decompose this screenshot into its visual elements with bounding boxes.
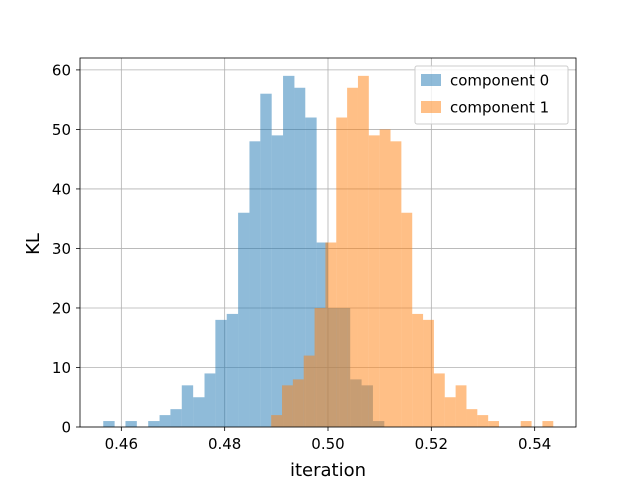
histogram-bar [283,75,295,428]
histogram-bar [238,212,250,427]
histogram-bar [401,212,413,427]
y-tick-label: 60 [52,61,71,79]
histogram-bar [159,415,171,427]
histogram-bar [390,141,402,428]
histogram-bar [347,87,358,428]
histogram-bar [542,421,554,427]
histogram-bar [477,415,489,427]
histogram-bar [226,313,239,427]
histogram-bar [193,397,205,427]
histogram-bar [336,117,348,428]
x-tick-label: 0.52 [415,435,448,453]
histogram-bars [103,75,554,428]
histogram-bar [125,421,137,427]
histogram-bar [260,93,272,427]
legend-label-component-0: component 0 [450,72,549,90]
y-tick-label: 20 [52,299,71,317]
histogram-bar [412,313,424,427]
histogram-bar [215,319,227,427]
histogram-bar [520,421,532,427]
histogram-bar [305,117,317,428]
x-tick-label: 0.46 [105,435,138,453]
histogram-bar [466,409,478,427]
histogram-bar [271,135,284,427]
legend-swatch-component-1 [421,101,441,113]
histogram-bar [488,421,500,427]
histogram-bar [148,421,160,427]
x-axis-label: iteration [290,460,366,480]
y-tick-label: 10 [52,359,71,377]
x-tick-label: 0.54 [518,435,551,453]
histogram-bar [379,129,391,427]
histogram-bar [303,355,315,427]
histogram-bar [294,87,306,428]
histogram-bar [314,307,326,427]
histogram-bar [103,421,115,427]
histogram-bar [181,385,194,427]
x-axis-ticks: 0.46 0.48 0.50 0.52 0.54 [105,427,551,453]
legend-swatch-component-0 [421,74,441,86]
y-tick-label: 40 [52,180,71,198]
y-axis-ticks: 0 10 20 30 40 50 60 [52,61,80,437]
histogram-bar [204,373,216,427]
histogram-bar [170,409,182,427]
y-tick-label: 50 [52,121,71,139]
histogram-bar [271,415,283,427]
histogram-bar [444,397,456,427]
legend: component 0 component 1 [414,65,569,125]
histogram-bar [423,319,434,427]
y-tick-label: 30 [52,240,71,258]
y-axis-label: KL [23,233,44,255]
y-tick-label: 0 [61,419,71,437]
histogram-bar [357,75,369,428]
histogram-bar [325,242,337,427]
histogram-bar [292,379,304,427]
histogram-bar [282,385,293,427]
histogram-bar [455,385,467,427]
histogram-bar [368,135,380,427]
x-tick-label: 0.48 [208,435,241,453]
legend-box [414,65,569,125]
histogram-bar [249,141,261,428]
x-tick-label: 0.50 [311,435,344,453]
legend-label-component-1: component 1 [450,99,549,117]
histogram-bar [433,373,445,427]
series-1-bars [271,75,554,428]
